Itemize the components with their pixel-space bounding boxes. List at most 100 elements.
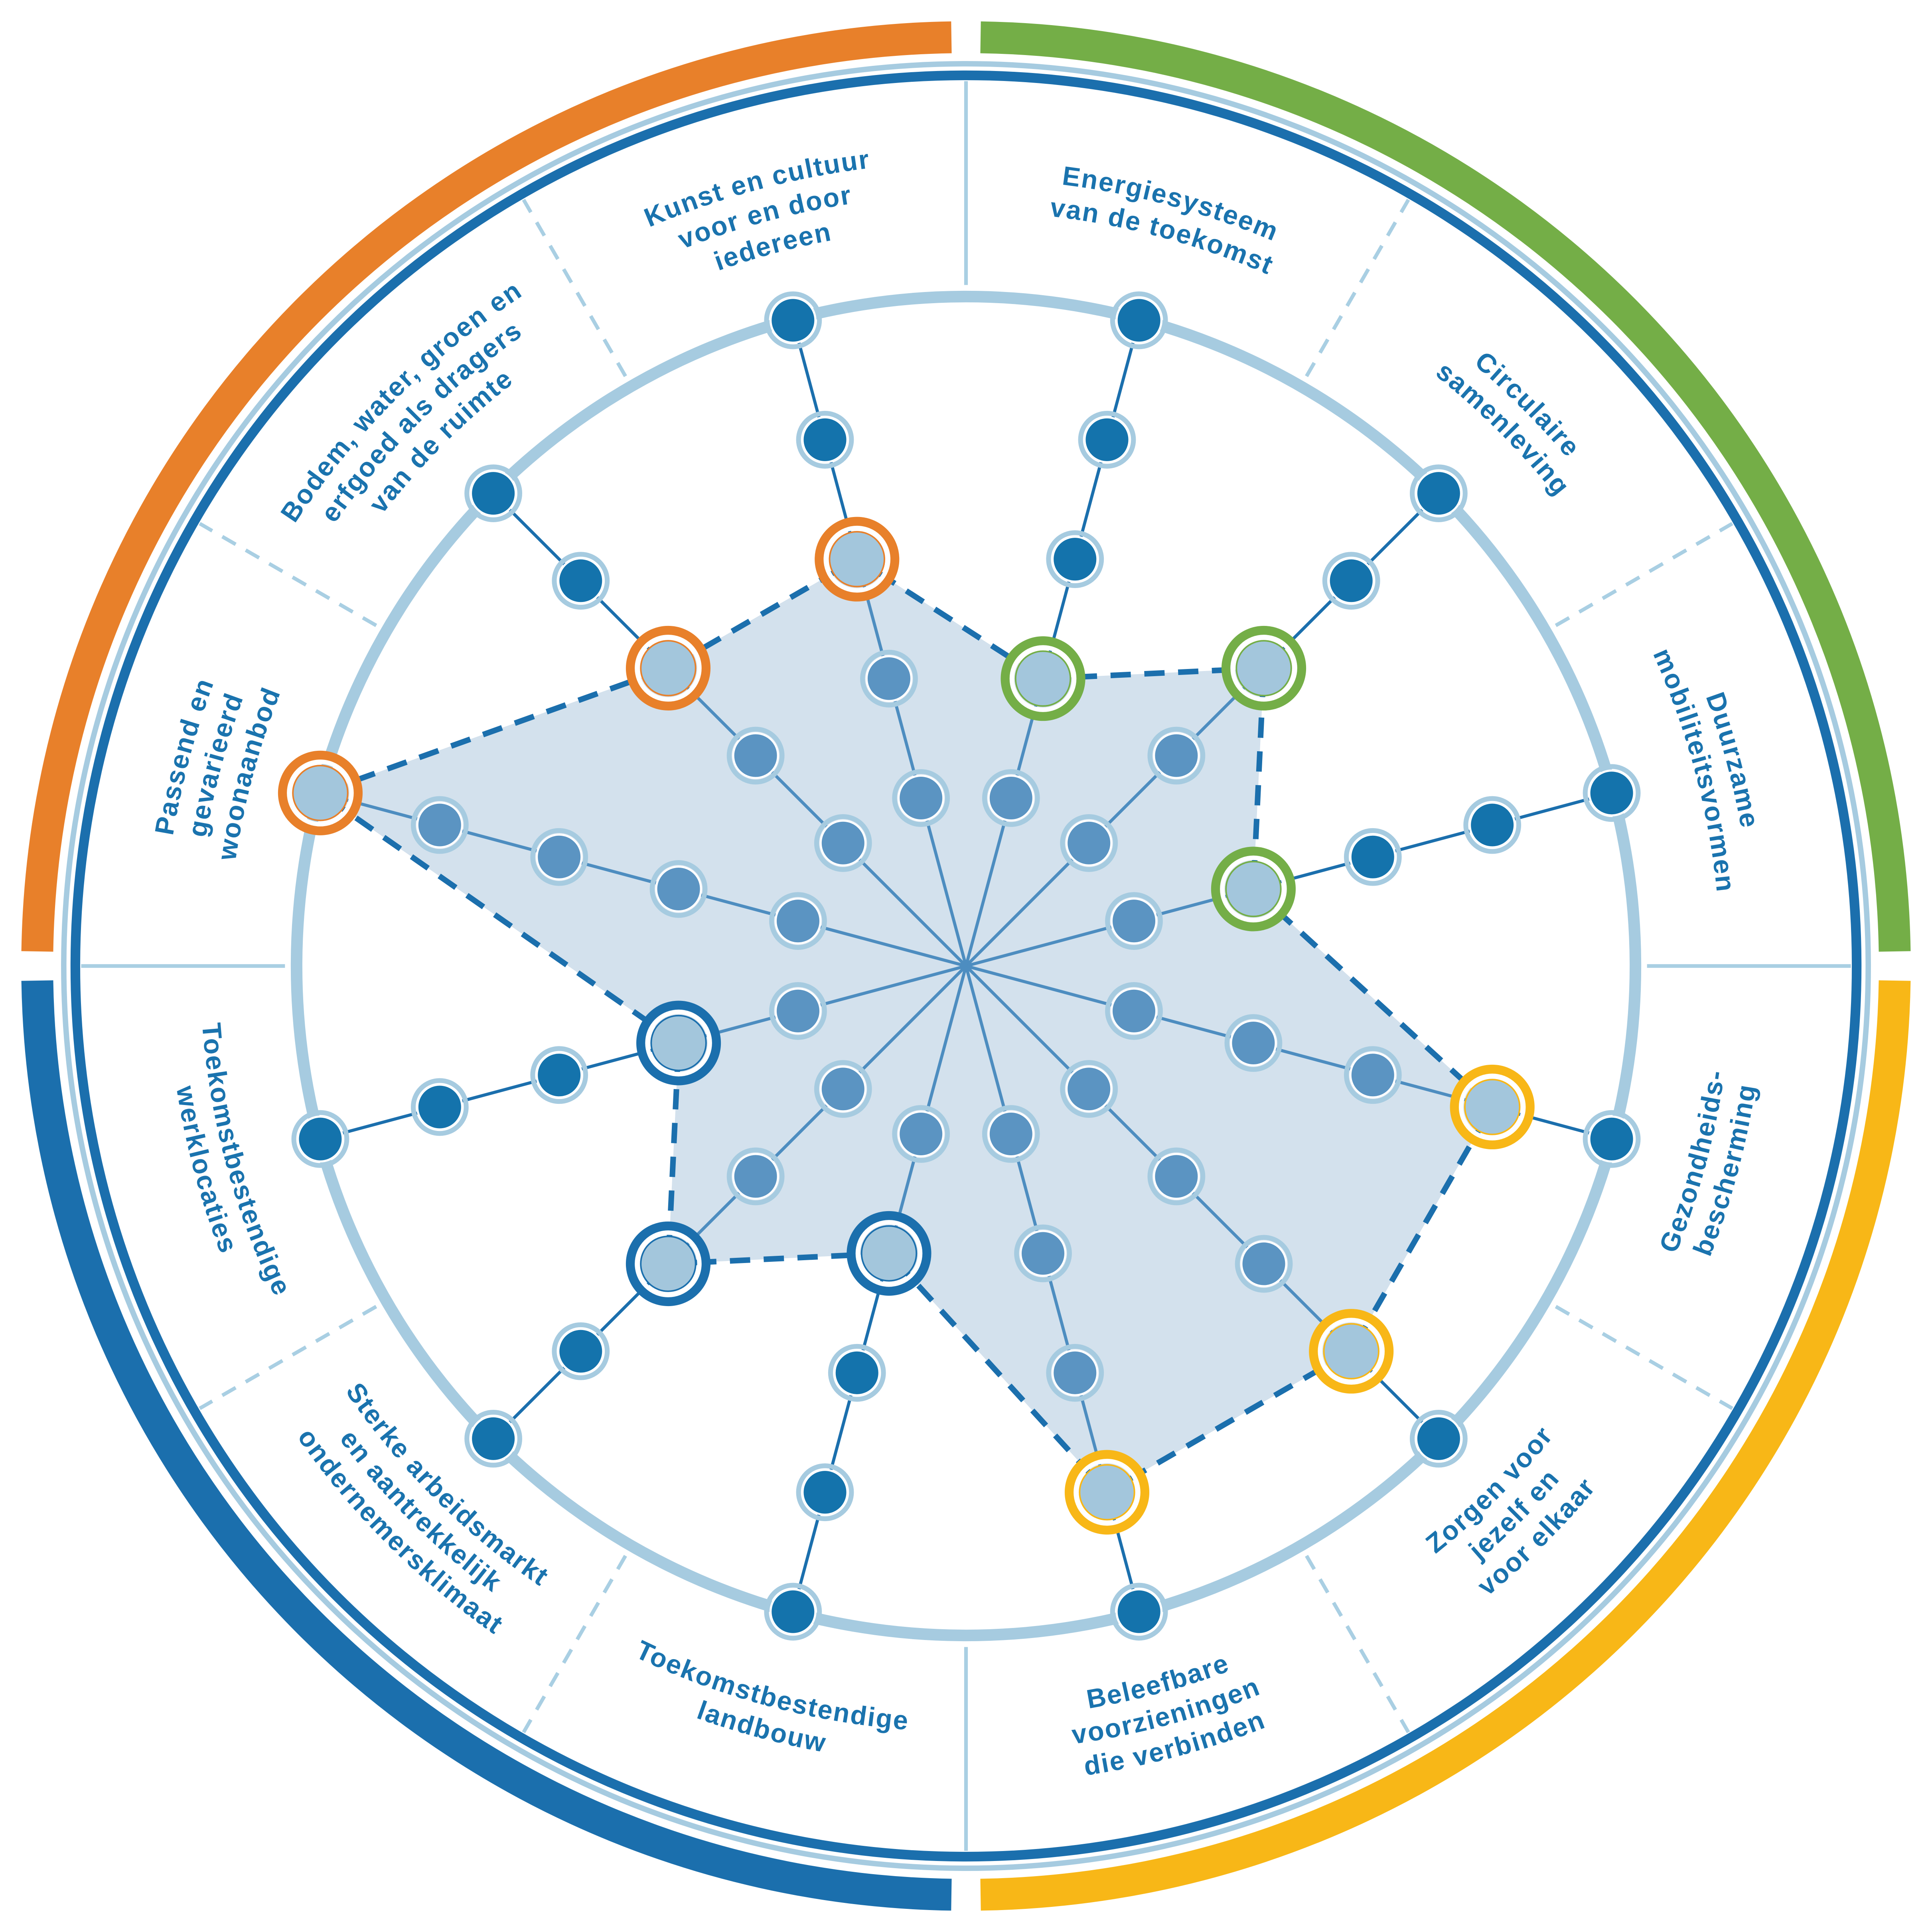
- scale-dot-ring: [764, 291, 822, 349]
- scale-dot-1: [774, 897, 822, 945]
- value-dot-sector-3: [1225, 860, 1282, 918]
- scale-dot-4: [416, 801, 464, 849]
- sector-divider: [1305, 1555, 1410, 1733]
- scale-dot-3: [535, 833, 583, 881]
- value-dot-white-gap: [1072, 1458, 1142, 1527]
- sector-divider: [199, 522, 377, 627]
- spoke-inner-segment: [667, 965, 967, 1265]
- scale-dot-ring: [1060, 1060, 1118, 1118]
- scale-dot-ring: [530, 828, 588, 886]
- scale-dot-ring: [814, 814, 872, 872]
- scale-dot-ring: [769, 982, 827, 1040]
- scale-dot-ring: [1409, 1409, 1468, 1468]
- scale-dot-1: [819, 1065, 867, 1113]
- value-dot-white-gap: [286, 758, 355, 828]
- scale-dot-ring: [1105, 892, 1163, 950]
- outer-rings-layer: [61, 61, 1871, 1871]
- scale-dot-1: [1110, 987, 1158, 1035]
- scale-dot-2: [1019, 1230, 1067, 1277]
- scale-dot-ring: [1463, 796, 1522, 854]
- scale-dot-3: [1349, 833, 1397, 881]
- scale-dot-5: [1115, 1588, 1163, 1635]
- value-dot-ring-blue: [626, 1221, 711, 1306]
- scale-dot-4: [1083, 416, 1131, 464]
- scale-dot-1: [819, 819, 867, 867]
- scale-dot-3: [1051, 535, 1099, 583]
- value-dot-white-gap: [644, 1008, 713, 1077]
- scale-dot-5: [1115, 297, 1163, 344]
- scale-dot-4: [1328, 557, 1375, 604]
- value-dot-ring-orange: [278, 750, 363, 835]
- scale-dot-ring: [464, 1409, 523, 1468]
- value-dot-ring-orange: [626, 626, 711, 711]
- scale-dot-ring: [649, 860, 708, 918]
- scale-dot-ring: [1110, 291, 1168, 349]
- value-dot-white-gap: [1317, 1317, 1386, 1386]
- scale-dot-ring: [892, 769, 950, 827]
- value-dot-ring-blue: [847, 1211, 931, 1296]
- scale-dot-1: [897, 774, 945, 822]
- value-dot-white-gap: [1008, 644, 1077, 713]
- outer-dark-ring: [70, 70, 1862, 1862]
- scale-dot-ring: [796, 1463, 854, 1522]
- scale-dot-ring: [1583, 764, 1641, 822]
- value-dot-sector-1: [1014, 650, 1072, 707]
- scale-dot-ring: [1235, 1235, 1293, 1293]
- sector-divider-layer: [81, 81, 1851, 1851]
- scale-dot-2: [865, 655, 913, 702]
- value-dot-white-gap: [823, 525, 892, 594]
- outer-thin-ring: [61, 61, 1871, 1871]
- scale-dot-ring: [860, 649, 918, 708]
- scale-dot-ring: [1110, 1583, 1168, 1641]
- spoke-inner-segment: [855, 558, 968, 967]
- sector-divider: [1305, 199, 1410, 377]
- scale-dot-4: [801, 1468, 849, 1516]
- scale-dot-ring: [892, 1105, 950, 1163]
- scale-dot-ring: [1344, 1046, 1402, 1104]
- scale-dot-ring: [1060, 814, 1118, 872]
- value-dot-sector-2: [1235, 640, 1292, 697]
- scale-dot-3: [1349, 1051, 1397, 1099]
- scale-dot-1: [987, 774, 1035, 822]
- quadrant-arc-yellow: [980, 980, 1911, 1911]
- quadrant-arc-orange: [21, 21, 952, 952]
- quadrant-arc-blue: [21, 980, 952, 1911]
- value-dot-white-gap: [1229, 633, 1299, 703]
- value-dot-sector-12: [829, 531, 885, 588]
- scale-dot-ring: [828, 1344, 886, 1402]
- value-dot-ring-green: [1001, 636, 1085, 721]
- scale-dot-3: [1240, 1240, 1287, 1287]
- sector-divider: [1555, 1305, 1733, 1410]
- scale-dot-3: [1051, 1349, 1099, 1397]
- scale-dot-ring: [1224, 1014, 1283, 1072]
- scale-dot-5: [769, 1588, 817, 1635]
- scale-dot-ring: [982, 1105, 1040, 1163]
- quadrant-arc-green: [980, 21, 1911, 952]
- scale-dot-ring: [796, 410, 854, 469]
- scale-dot-ring: [530, 1046, 588, 1104]
- scale-dot-4: [801, 416, 849, 464]
- value-dot-sector-9: [650, 1014, 707, 1072]
- scale-dot-1: [1110, 897, 1158, 945]
- quadrant-ring-layer: [21, 21, 1911, 1911]
- scale-dot-4: [557, 1328, 604, 1375]
- value-dot-ring-green: [1211, 847, 1296, 931]
- value-dot-white-gap: [855, 1219, 924, 1288]
- scale-dot-ring: [726, 1147, 785, 1206]
- scale-dot-ring: [1322, 552, 1380, 610]
- value-dot-ring-green: [1221, 626, 1306, 711]
- scale-dot-ring: [552, 1322, 610, 1380]
- dot-layer: [291, 291, 1641, 1641]
- scale-dot-4: [1468, 801, 1516, 849]
- scale-dot-ring: [1147, 1147, 1206, 1206]
- scale-dot-5: [297, 1115, 344, 1163]
- value-dot-white-gap: [1219, 855, 1288, 924]
- scale-dot-1: [987, 1110, 1035, 1158]
- scale-dot-ring: [1046, 530, 1104, 588]
- scale-dot-5: [1588, 1115, 1635, 1163]
- scale-dot-ring: [726, 726, 785, 785]
- scale-dot-ring: [764, 1583, 822, 1641]
- scale-dot-1: [774, 987, 822, 1035]
